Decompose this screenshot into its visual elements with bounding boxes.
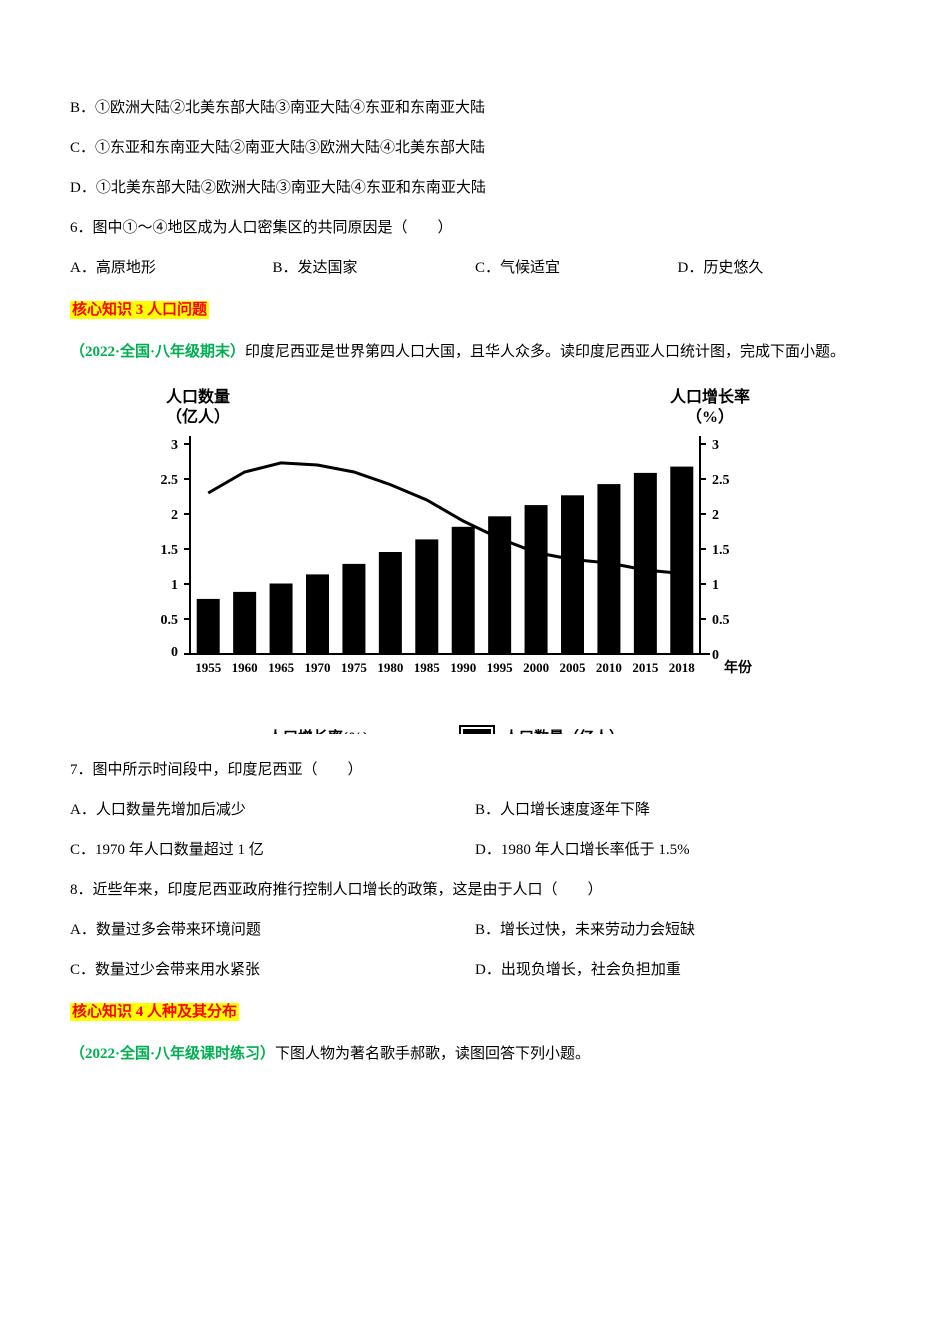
- prev-option-b: B．①欧洲大陆②北美东部大陆③南亚大陆④东亚和东南亚大陆: [70, 90, 880, 126]
- svg-text:1975: 1975: [341, 660, 368, 675]
- q6-opt-d: D．历史悠久: [678, 250, 881, 286]
- svg-text:1965: 1965: [268, 660, 295, 675]
- svg-text:（亿人）: （亿人）: [166, 407, 230, 426]
- svg-text:2: 2: [712, 508, 719, 523]
- svg-text:1980: 1980: [377, 660, 403, 675]
- svg-text:3: 3: [171, 438, 178, 453]
- svg-text:1: 1: [712, 578, 719, 593]
- prev-option-d: D．①北美东部大陆②欧洲大陆③南亚大陆④东亚和东南亚大陆: [70, 170, 880, 206]
- q8-opt-b: B．增长过快，未来劳动力会短缺: [475, 912, 880, 948]
- svg-text:年份: 年份: [724, 659, 753, 676]
- svg-text:2000: 2000: [523, 660, 549, 675]
- q8-opt-c: C．数量过少会带来用水紧张: [70, 952, 475, 988]
- svg-text:2.5: 2.5: [161, 473, 179, 488]
- q8-opt-a: A．数量过多会带来环境问题: [70, 912, 475, 948]
- heading-4-wrap: 核心知识 4 人种及其分布: [70, 994, 880, 1030]
- prev-option-c: C．①东亚和东南亚大陆②南亚大陆③欧洲大陆④北美东部大陆: [70, 130, 880, 166]
- svg-text:2015: 2015: [632, 660, 659, 675]
- svg-text:2: 2: [171, 508, 178, 523]
- svg-text:1960: 1960: [232, 660, 258, 675]
- svg-text:2018: 2018: [669, 660, 696, 675]
- svg-text:1995: 1995: [487, 660, 513, 675]
- heading-3: 核心知识 3 人口问题: [70, 301, 209, 319]
- q6-opt-a: A．高原地形: [70, 250, 273, 286]
- svg-text:3: 3: [712, 438, 719, 453]
- q8-opt-d: D．出现负增长，社会负担加重: [475, 952, 880, 988]
- svg-text:1.5: 1.5: [712, 543, 730, 558]
- svg-text:人口数量: 人口数量: [166, 387, 230, 406]
- svg-text:1985: 1985: [414, 660, 441, 675]
- q6-opt-b: B．发达国家: [273, 250, 476, 286]
- svg-text:2010: 2010: [596, 660, 622, 675]
- svg-text:1990: 1990: [450, 660, 476, 675]
- q8-options-2: C．数量过少会带来用水紧张 D．出现负增长，社会负担加重: [70, 952, 880, 988]
- q6-opt-c: C．气候适宜: [475, 250, 678, 286]
- q7-options-2: C．1970 年人口数量超过 1 亿 D．1980 年人口增长率低于 1.5%: [70, 832, 880, 868]
- q8-stem: 8．近些年来，印度尼西亚政府推行控制人口增长的政策，这是由于人口（ ）: [70, 872, 880, 908]
- q7-opt-d: D．1980 年人口增长率低于 1.5%: [475, 832, 880, 868]
- population-chart: 人口数量（亿人） 人口增长率 （%） 0 0.5 1 1.5 2 2.5 3 0 0.5 1 1.5 2 2.…: [100, 384, 880, 734]
- heading-3-wrap: 核心知识 3 人口问题: [70, 292, 880, 328]
- svg-text:2.5: 2.5: [712, 473, 730, 488]
- svg-text:0.5: 0.5: [712, 613, 730, 628]
- population-chart-svg: 人口数量（亿人） 人口增长率 （%） 0 0.5 1 1.5 2 2.5 3 0 0.5 1 1.5 2 2.…: [100, 384, 780, 734]
- q8-options-1: A．数量过多会带来环境问题 B．增长过快，未来劳动力会短缺: [70, 912, 880, 948]
- svg-text:人口增长率: 人口增长率: [670, 387, 750, 406]
- q6-options: A．高原地形 B．发达国家 C．气候适宜 D．历史悠久: [70, 250, 880, 286]
- svg-text:1970: 1970: [305, 660, 331, 675]
- svg-text:1955: 1955: [195, 660, 222, 675]
- intro-3: （2022·全国·八年级期末）印度尼西亚是世界第四人口大国，且华人众多。读印度尼…: [70, 334, 880, 370]
- svg-text:人口增长率(%): 人口增长率(%): [268, 728, 368, 734]
- svg-text:1.5: 1.5: [161, 543, 179, 558]
- svg-text:0: 0: [712, 648, 719, 663]
- intro-3-text: 印度尼西亚是世界第四人口大国，且华人众多。读印度尼西亚人口统计图，完成下面小题。: [245, 344, 845, 360]
- svg-text:1: 1: [171, 578, 178, 593]
- heading-4: 核心知识 4 人种及其分布: [70, 1003, 239, 1021]
- q7-stem: 7．图中所示时间段中，印度尼西亚（ ）: [70, 752, 880, 788]
- source-3: （2022·全国·八年级期末）: [70, 344, 245, 360]
- svg-text:（%）: （%）: [686, 408, 734, 426]
- q6-stem: 6．图中①～④地区成为人口密集区的共同原因是（ ）: [70, 210, 880, 246]
- svg-text:0: 0: [171, 645, 178, 660]
- source-4: （2022·全国·八年级课时练习）: [70, 1046, 275, 1062]
- intro-4: （2022·全国·八年级课时练习）下图人物为著名歌手郝歌，读图回答下列小题。: [70, 1036, 880, 1072]
- svg-text:0.5: 0.5: [161, 613, 179, 628]
- svg-text:人口数量（亿人）: 人口数量（亿人）: [504, 728, 624, 734]
- intro-4-text: 下图人物为著名歌手郝歌，读图回答下列小题。: [275, 1046, 590, 1062]
- q7-opt-b: B．人口增长速度逐年下降: [475, 792, 880, 828]
- q7-options-1: A．人口数量先增加后减少 B．人口增长速度逐年下降: [70, 792, 880, 828]
- svg-text:2005: 2005: [560, 660, 587, 675]
- q7-opt-a: A．人口数量先增加后减少: [70, 792, 475, 828]
- q7-opt-c: C．1970 年人口数量超过 1 亿: [70, 832, 475, 868]
